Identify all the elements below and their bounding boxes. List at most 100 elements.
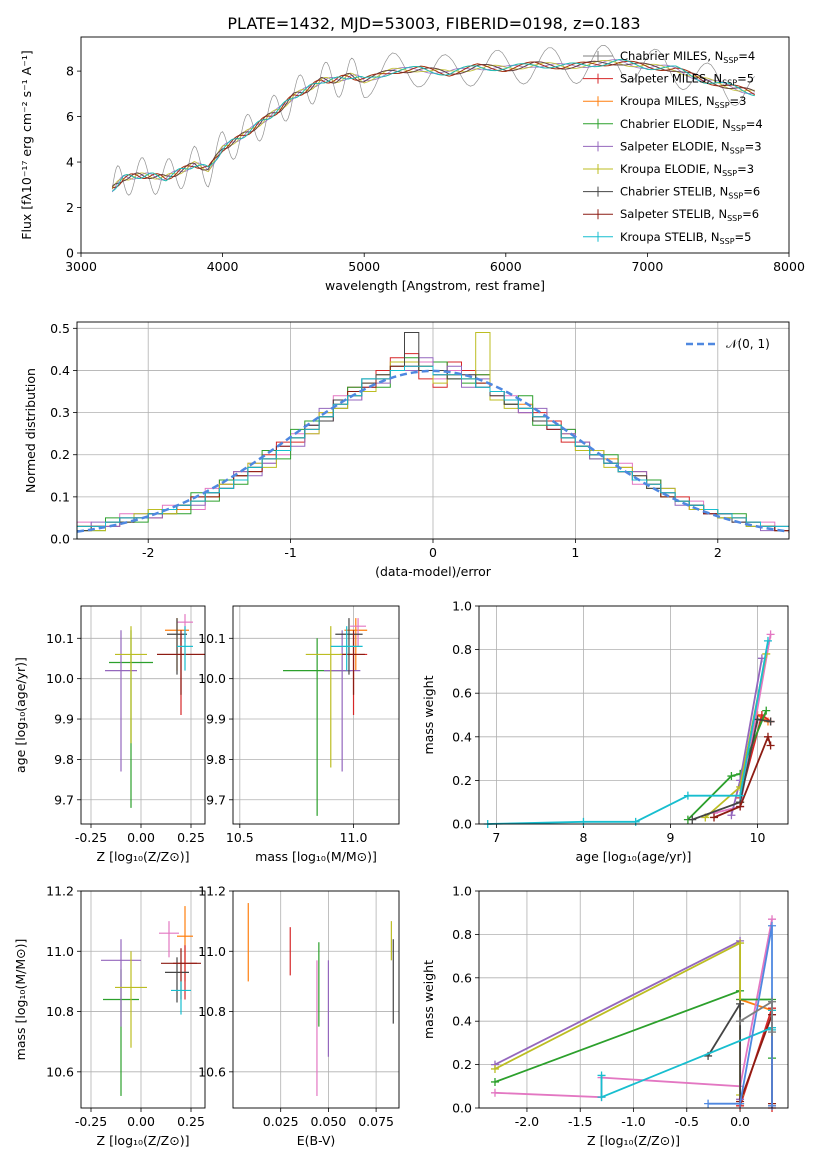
y-tick-label: 0.2 <box>50 447 70 462</box>
x-axis-label: wavelength [Angstrom, rest frame] <box>325 278 545 293</box>
x-axis-label: Z [log₁₀(Z/Z⊙)] <box>587 1133 680 1148</box>
mass-weight-vs-metallicity-panel: -2.0 -1.5 -1.0 -0.5 0.0 0.0 0.2 0.4 0.6 0.8 1.0 Z [… <box>421 884 789 1148</box>
x-tick-label: 2 <box>714 545 722 560</box>
spectrum-line <box>111 59 755 190</box>
x-tick-label: 7000 <box>631 259 663 274</box>
figure-title: PLATE=1432, MJD=53003, FIBERID=0198, z=0… <box>227 14 640 33</box>
y-tick-label: 0.6 <box>452 970 472 985</box>
legend-subscript: SSP <box>727 214 742 223</box>
y-tick-label: 1.0 <box>452 884 472 899</box>
weight-marker <box>768 1028 777 1037</box>
y-tick-label: 9.7 <box>206 792 226 807</box>
x-tick-label: 0.050 <box>311 1114 347 1129</box>
histogram-step <box>76 365 789 539</box>
x-axis-label: Z [log₁₀(Z/Z⊙)] <box>97 1133 190 1148</box>
axes-frame <box>478 890 789 1109</box>
legend-subscript: SSP <box>722 79 737 88</box>
weight-marker <box>688 815 697 824</box>
weight-marker <box>736 791 745 800</box>
y-axis-label: mass [log₁₀(M/M⊙)] <box>13 939 28 1061</box>
x-tick-label: 0.025 <box>263 1114 299 1129</box>
legend-label: 𝒩(0, 1) <box>726 337 770 351</box>
y-tick-label: 1.0 <box>452 599 472 614</box>
weight-marker <box>766 717 775 726</box>
x-axis-label: (data-model)/error <box>375 564 492 579</box>
x-tick-label: -0.25 <box>75 830 107 845</box>
mass-weight-vs-age-panel: 7 8 9 10 0.0 0.2 0.4 0.6 0.8 1.0 age [log₁₀(age/yr… <box>421 599 789 864</box>
y-tick-label: 0.1 <box>50 489 70 504</box>
axes-frame <box>80 36 790 254</box>
weight-line <box>494 939 741 1100</box>
x-tick-label: 0.075 <box>358 1114 394 1129</box>
x-tick-label: 6000 <box>490 259 522 274</box>
y-tick-label: 0.4 <box>50 363 70 378</box>
y-tick-label: 9.8 <box>54 752 74 767</box>
legend-subscript: SSP <box>720 237 735 246</box>
y-axis-label: mass weight <box>421 960 436 1039</box>
axes-frame <box>232 890 400 1109</box>
y-tick-label: 0.2 <box>452 773 472 788</box>
x-axis-label: E(B-V) <box>297 1133 336 1148</box>
weight-line <box>707 1000 741 1104</box>
weight-marker <box>768 997 777 1006</box>
y-tick-label: 10.8 <box>46 1004 74 1019</box>
y-tick-label: 10.0 <box>198 671 226 686</box>
y-tick-label: 4 <box>66 155 74 170</box>
axes-frame <box>232 605 400 825</box>
weight-marker <box>490 1077 499 1086</box>
y-tick-label: 9.8 <box>206 752 226 767</box>
axes-frame <box>76 321 790 540</box>
y-tick-label: 11.2 <box>198 884 226 899</box>
legend-value: =3 <box>745 139 762 153</box>
axes-frame <box>80 605 206 825</box>
axes-frame <box>80 890 206 1109</box>
x-tick-label: -2.0 <box>515 1114 539 1129</box>
legend-label: Kroupa ELODIE, NSSP=3 <box>620 162 754 178</box>
weight-marker <box>736 1099 745 1108</box>
weight-marker <box>766 630 775 639</box>
y-tick-label: 0.0 <box>452 1101 472 1116</box>
weight-marker <box>727 772 736 781</box>
legend-subscript: SSP <box>728 192 743 201</box>
x-tick-label: 0.25 <box>177 1114 205 1129</box>
x-tick-label: 1 <box>571 545 579 560</box>
legend-label: Salpeter ELODIE, NSSP=3 <box>620 139 762 155</box>
legend-value: =3 <box>730 94 747 108</box>
gaussian-curve <box>76 369 790 533</box>
x-tick-label: -1.5 <box>568 1114 592 1129</box>
y-tick-label: 10.8 <box>198 1004 226 1019</box>
y-tick-label: 9.7 <box>54 792 74 807</box>
weight-line <box>713 734 772 819</box>
y-tick-label: 10.1 <box>46 631 74 646</box>
x-axis-label: age [log₁₀(age/yr)] <box>576 849 692 864</box>
x-tick-label: 11.0 <box>340 830 368 845</box>
x-tick-label: 0.0 <box>730 1114 750 1129</box>
weight-marker <box>631 817 640 826</box>
legend-value: =5 <box>737 72 754 86</box>
legend-label: Kroupa STELIB, NSSP=5 <box>620 230 751 246</box>
weight-marker <box>753 715 762 724</box>
y-tick-label: 10.1 <box>198 631 226 646</box>
x-tick-label: 0.00 <box>127 1114 155 1129</box>
x-tick-label: -2 <box>142 545 154 560</box>
x-tick-label: 3000 <box>65 259 97 274</box>
x-axis-label: Z [log₁₀(Z/Z⊙)] <box>97 849 190 864</box>
legend-subscript: SSP <box>731 124 746 133</box>
spectrum-line <box>111 60 755 187</box>
y-axis-label: Normed distribution <box>23 368 38 493</box>
weight-marker <box>597 1093 606 1102</box>
y-tick-label: 0.4 <box>452 729 472 744</box>
mass-vs-metallicity-panel: -0.25 0.00 0.25 10.6 10.8 11.0 11.2 Z [log₁₀(Z/… <box>13 884 206 1148</box>
x-tick-label: -0.25 <box>75 1114 107 1129</box>
legend-subscript: SSP <box>730 146 745 155</box>
y-axis-label: Flux [fλ10⁻¹⁷ erg cm⁻² s⁻¹ A⁻¹] <box>19 50 34 239</box>
y-tick-label: 10.6 <box>46 1064 74 1079</box>
legend-value: =6 <box>743 185 760 199</box>
weight-marker <box>763 636 772 645</box>
y-axis-label: mass weight <box>421 675 436 754</box>
weight-marker <box>736 939 745 948</box>
legend-subscript: SSP <box>723 56 738 65</box>
x-tick-label: -0.5 <box>675 1114 699 1129</box>
x-tick-label: 4000 <box>207 259 239 274</box>
y-tick-label: 10.6 <box>198 1064 226 1079</box>
